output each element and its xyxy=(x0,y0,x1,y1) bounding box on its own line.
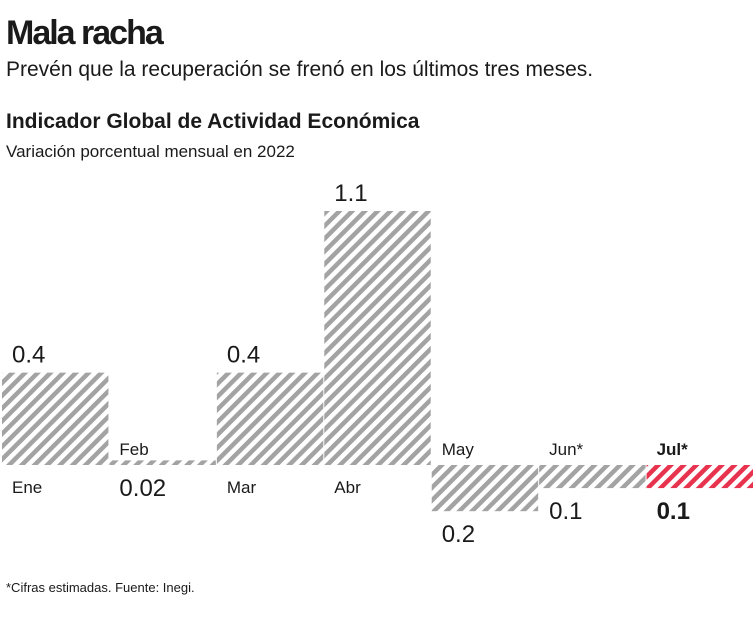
category-label: Jun* xyxy=(549,440,583,459)
bar xyxy=(216,372,324,465)
footnote: *Cifras estimadas. Fuente: Inegi. xyxy=(6,580,195,595)
category-label: Jul* xyxy=(657,440,689,459)
page-subtitle: Prevén que la recuperación se frenó en l… xyxy=(6,58,593,81)
category-label: Abr xyxy=(334,478,361,497)
bar xyxy=(109,460,216,465)
value-label: 0.4 xyxy=(227,342,260,369)
category-label: Ene xyxy=(12,478,42,497)
bar xyxy=(431,465,539,512)
value-label: 1.1 xyxy=(334,180,367,207)
category-label: Mar xyxy=(227,478,257,497)
category-label: Feb xyxy=(119,440,148,459)
value-label: 0.4 xyxy=(12,342,45,369)
value-label: 0.1 xyxy=(549,498,582,525)
value-label: 0.02 xyxy=(119,475,166,502)
bar xyxy=(539,465,646,489)
bar xyxy=(324,211,431,465)
bar xyxy=(2,372,109,465)
category-label: May xyxy=(442,440,475,459)
value-label: 0.1 xyxy=(657,498,690,525)
chart-subtitle: Variación porcentual mensual en 2022 xyxy=(6,142,295,161)
value-label: 0.2 xyxy=(442,521,475,548)
chart-title: Indicador Global de Actividad Económica xyxy=(6,110,420,133)
page-title: Mala racha xyxy=(6,14,165,52)
bar xyxy=(646,465,753,489)
